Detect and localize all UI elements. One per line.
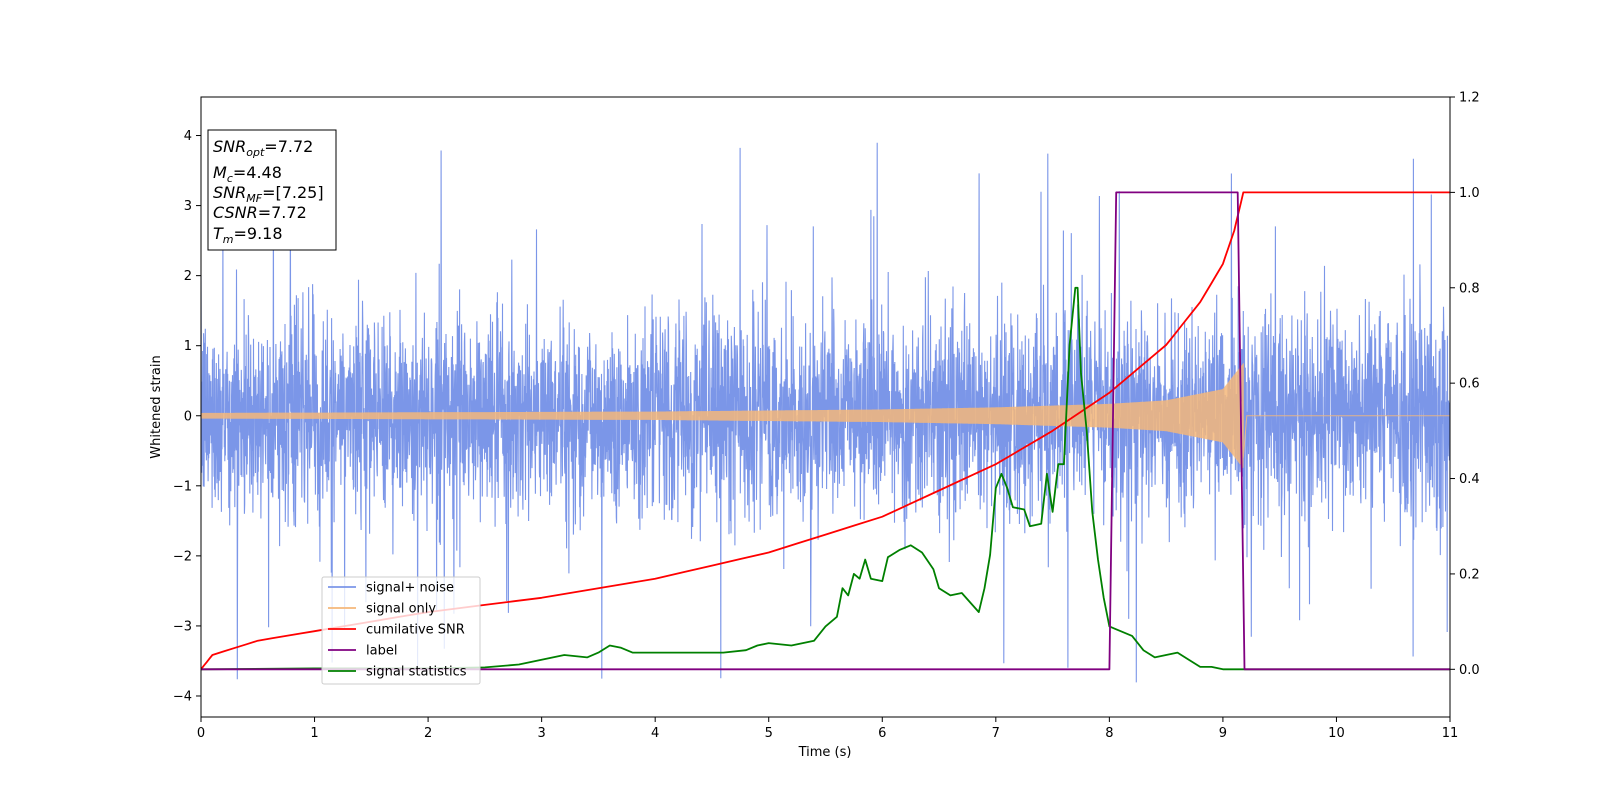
y-tick-label: −1 xyxy=(173,479,192,494)
y-tick-label: −2 xyxy=(173,549,192,564)
y2-tick-label: 0.8 xyxy=(1459,281,1480,296)
x-tick-label: 4 xyxy=(651,726,659,741)
x-tick-label: 1 xyxy=(310,726,318,741)
x-tick-label: 11 xyxy=(1442,726,1459,741)
legend-label: signal+ noise xyxy=(366,581,454,596)
y2-tick-label: 0.2 xyxy=(1459,567,1480,582)
signal-only-line xyxy=(201,363,1450,468)
cumulative-snr-line xyxy=(201,191,1450,670)
plot-area xyxy=(201,142,1450,683)
y-tick-label: 2 xyxy=(184,269,192,284)
label-line xyxy=(201,191,1450,671)
x-tick-label: 2 xyxy=(424,726,432,741)
y-tick-label: −3 xyxy=(173,619,192,634)
y-axis-left: 4 3 2 1 0 −1 −2 −3 −4 xyxy=(173,129,201,704)
info-box-frame xyxy=(207,129,337,251)
y2-tick-label: 0.6 xyxy=(1459,377,1480,392)
x-tick-label: 7 xyxy=(992,726,1000,741)
x-axis-label: Time (s) xyxy=(798,745,852,760)
x-tick-label: 3 xyxy=(537,726,545,741)
legend-frame xyxy=(321,576,481,685)
signal-statistics-line xyxy=(201,286,1450,671)
x-tick-label: 0 xyxy=(197,726,205,741)
y-tick-label: 0 xyxy=(184,409,192,424)
x-tick-label: 8 xyxy=(1105,726,1113,741)
y-tick-label: 3 xyxy=(184,199,192,214)
info-entry: Mc=4.48 xyxy=(213,163,282,185)
y2-tick-label: 1.0 xyxy=(1459,186,1480,201)
info-entry: CSNR=7.72 xyxy=(213,203,307,222)
info-entry: Tm=9.18 xyxy=(213,224,283,246)
x-axis: 0 1 2 3 4 5 6 7 8 9 10 11 xyxy=(197,717,1458,741)
y2-tick-label: 0.4 xyxy=(1459,472,1480,487)
legend: signal+ noise signal only cumilative SNR la… xyxy=(321,576,481,685)
x-tick-label: 10 xyxy=(1328,726,1345,741)
y-tick-label: 1 xyxy=(184,339,192,354)
plot-frame xyxy=(200,96,1451,718)
y-tick-label: −4 xyxy=(173,689,192,704)
x-tick-label: 5 xyxy=(765,726,773,741)
x-tick-label: 9 xyxy=(1219,726,1227,741)
legend-label: signal statistics xyxy=(366,665,467,680)
x-tick-label: 6 xyxy=(878,726,886,741)
info-entry: SNRMF=[7.25] xyxy=(213,183,324,205)
info-entry: SNRopt=7.72 xyxy=(213,137,313,159)
legend-label: cumilative SNR xyxy=(366,623,465,638)
legend-label: label xyxy=(366,644,397,659)
y-tick-label: 4 xyxy=(184,129,192,144)
y2-tick-label: 1.2 xyxy=(1459,91,1480,106)
y-axis-label: Whitened strain xyxy=(149,355,164,458)
legend-label: signal only xyxy=(366,602,436,617)
y-axis-right: 1.2 1.0 0.8 0.6 0.4 0.2 0.0 xyxy=(1450,91,1480,678)
y2-tick-label: 0.0 xyxy=(1459,663,1480,678)
